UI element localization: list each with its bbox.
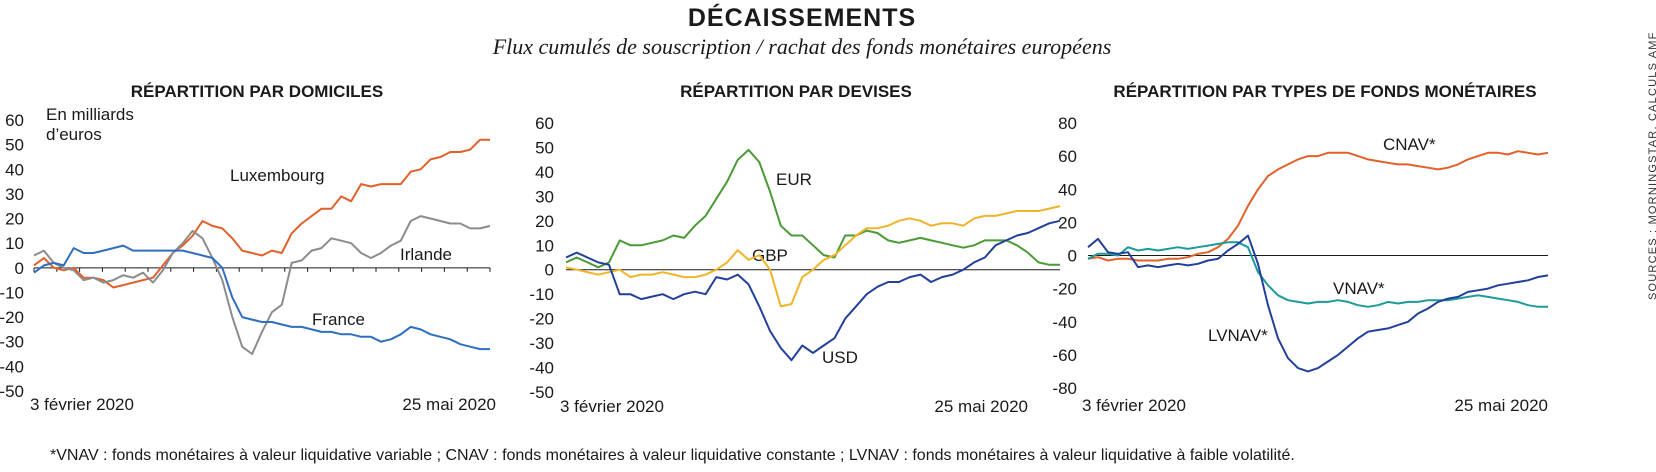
y-tick-label-devises: 20: [535, 212, 554, 231]
y-tick-label-types: 80: [1058, 114, 1077, 133]
y-tick-label-devises: -10: [529, 285, 554, 304]
series-label-cnav: CNAV*: [1383, 135, 1436, 154]
panel-types-title: RÉPARTITION PAR TYPES DE FONDS MONÉTAIRE…: [1113, 82, 1536, 101]
x-start-label-domiciles: 3 février 2020: [30, 395, 134, 414]
y-tick-label-devises: -30: [529, 334, 554, 353]
y-tick-label-domiciles: 30: [5, 185, 24, 204]
series-label-vnav: VNAV*: [1333, 279, 1385, 298]
y-tick-label-devises: 40: [535, 163, 554, 182]
y-tick-label-domiciles: 50: [5, 136, 24, 155]
series-line-vnav: [1087, 241, 1548, 308]
y-tick-label-domiciles: -30: [0, 333, 24, 352]
y-tick-label-domiciles: -10: [0, 283, 24, 302]
y-tick-label-domiciles: 60: [5, 111, 24, 130]
y-tick-label-domiciles: 20: [5, 210, 24, 229]
x-end-label-devises: 25 mai 2020: [934, 397, 1028, 416]
panel-devises-title: RÉPARTITION PAR DEVISES: [680, 82, 912, 101]
y-tick-label-domiciles: -50: [0, 382, 24, 401]
y-tick-label-devises: -50: [529, 383, 554, 402]
y-tick-label-types: -60: [1052, 346, 1077, 365]
unit-label-line-1: En milliards: [46, 105, 134, 124]
source-credit: SOURCES : MORNINGSTAR, CALCULS AMF: [1647, 31, 1656, 300]
y-tick-label-types: 20: [1058, 213, 1077, 232]
series-line-cnav: [1087, 150, 1549, 262]
footnote: *VNAV : fonds monétaires à valeur liquid…: [50, 447, 1295, 464]
y-tick-label-devises: 60: [535, 114, 554, 133]
y-tick-label-types: -80: [1052, 379, 1077, 398]
series-label-france: France: [312, 310, 365, 329]
series-line-gbp: [565, 205, 1061, 308]
y-tick-label-devises: 50: [535, 138, 554, 157]
series-line-lvnav: [1087, 234, 1549, 373]
series-label-lvnav: LVNAV*: [1208, 326, 1268, 345]
page-subtitle: Flux cumulés de souscription / rachat de…: [492, 34, 1112, 59]
y-tick-label-types: -20: [1052, 280, 1077, 299]
series-label-usd: USD: [822, 348, 858, 367]
series-line-luxembourg: [33, 138, 490, 289]
y-tick-label-domiciles: -40: [0, 357, 24, 376]
series-label-irlande: Irlande: [400, 245, 452, 264]
series-line-france: [33, 244, 490, 351]
y-tick-label-types: 60: [1058, 147, 1077, 166]
series-line-eur: [565, 148, 1060, 269]
y-tick-label-domiciles: 0: [15, 259, 24, 278]
x-end-label-domiciles: 25 mai 2020: [402, 395, 496, 414]
y-tick-label-devises: 0: [545, 261, 554, 280]
chart-marks: 60 50 40 30 20 10 0 -10 -20 -30 -40 -50 60 50 40 30 20 10…: [0, 111, 1549, 402]
y-tick-label-devises: -40: [529, 359, 554, 378]
page-title: DÉCAISSEMENTS: [687, 4, 917, 32]
y-tick-label-types: -40: [1052, 313, 1077, 332]
y-tick-label-domiciles: -20: [0, 308, 24, 327]
series-label-gbp: GBP: [752, 246, 788, 265]
y-tick-label-domiciles: 10: [5, 234, 24, 253]
series-line-usd: [565, 219, 1061, 362]
y-tick-label-devises: 30: [535, 187, 554, 206]
x-start-label-devises: 3 février 2020: [560, 397, 664, 416]
series-line-irlande: [33, 215, 491, 355]
y-tick-label-types: 0: [1068, 247, 1077, 266]
y-tick-label-types: 40: [1058, 180, 1077, 199]
y-tick-label-devises: 10: [535, 236, 554, 255]
series-label-eur: EUR: [776, 170, 812, 189]
y-tick-label-domiciles: 40: [5, 160, 24, 179]
unit-label-line-2: d’euros: [46, 125, 102, 144]
y-tick-label-devises: -20: [529, 310, 554, 329]
x-end-label-types: 25 mai 2020: [1454, 396, 1548, 415]
x-start-label-types: 3 février 2020: [1082, 396, 1186, 415]
series-label-luxembourg: Luxembourg: [230, 166, 325, 185]
panel-domiciles-title: RÉPARTITION PAR DOMICILES: [131, 82, 384, 101]
